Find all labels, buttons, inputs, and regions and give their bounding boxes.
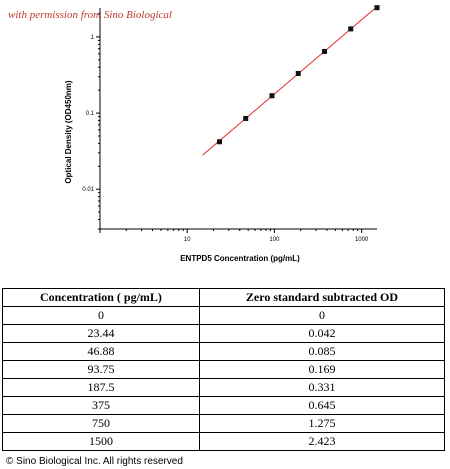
fit-line-group bbox=[202, 6, 378, 156]
concentration-cell: 750 bbox=[2, 414, 200, 433]
concentration-cell: 23.44 bbox=[2, 324, 200, 343]
od-cell: 0.331 bbox=[198, 378, 446, 397]
chart-ticks: 0.01 0.1 1 10 100 1000 bbox=[82, 13, 369, 243]
table-row: 750 1.275 bbox=[2, 414, 446, 433]
data-point bbox=[216, 139, 222, 145]
table-row: 23.44 0.042 bbox=[2, 324, 446, 343]
data-point bbox=[348, 26, 354, 32]
table-body: 0 0 23.44 0.042 46.88 0.085 93.75 0.169 187.5 0.3… bbox=[2, 306, 446, 451]
column-header-od: Zero standard subtracted OD bbox=[198, 288, 446, 307]
permission-watermark: with permission from Sino Biological bbox=[8, 9, 172, 21]
concentration-cell: 0 bbox=[2, 306, 200, 325]
y-tick-label: 0.01 bbox=[82, 187, 94, 193]
standard-curve-table: Concentration ( pg/mL) Zero standard sub… bbox=[2, 288, 446, 451]
concentration-cell: 375 bbox=[2, 396, 200, 415]
y-tick-label: 0.1 bbox=[86, 111, 95, 117]
chart-axes bbox=[99, 8, 377, 230]
od-cell: 0.169 bbox=[198, 360, 446, 379]
table-row: 46.88 0.085 bbox=[2, 342, 446, 361]
y-tick-label: 1 bbox=[91, 35, 95, 41]
concentration-cell: 93.75 bbox=[2, 360, 200, 379]
x-axis-title: ENTPD5 Concentration (pg/mL) bbox=[180, 254, 300, 263]
od-cell: 0.042 bbox=[198, 324, 446, 343]
chart: 0.01 0.1 1 10 100 1000 Optical Density (OD450… bbox=[64, 5, 380, 263]
od-cell: 2.423 bbox=[198, 432, 446, 451]
od-cell: 1.275 bbox=[198, 414, 446, 433]
od-cell: 0.645 bbox=[198, 396, 446, 415]
data-point bbox=[243, 115, 249, 121]
data-points bbox=[216, 5, 380, 145]
od-cell: 0 bbox=[198, 306, 446, 325]
x-tick-label: 10 bbox=[184, 237, 191, 243]
concentration-cell: 187.5 bbox=[2, 378, 200, 397]
table-row: 93.75 0.169 bbox=[2, 360, 446, 379]
column-header-concentration: Concentration ( pg/mL) bbox=[2, 288, 200, 307]
data-point bbox=[321, 48, 327, 54]
data-point bbox=[295, 70, 301, 76]
x-tick-label: 100 bbox=[269, 237, 280, 243]
data-point bbox=[374, 5, 380, 11]
table-row: 1500 2.423 bbox=[2, 432, 446, 451]
concentration-cell: 1500 bbox=[2, 432, 200, 451]
data-point bbox=[269, 93, 275, 99]
table-header-row: Concentration ( pg/mL) Zero standard sub… bbox=[2, 288, 446, 307]
od-cell: 0.085 bbox=[198, 342, 446, 361]
table-row: 375 0.645 bbox=[2, 396, 446, 415]
x-tick-label: 1000 bbox=[355, 237, 369, 243]
copyright-notice: © Sino Biological Inc. All rights reserv… bbox=[6, 456, 183, 467]
y-axis-title: Optical Density (OD450nm) bbox=[64, 80, 73, 183]
table-row: 187.5 0.331 bbox=[2, 378, 446, 397]
concentration-cell: 46.88 bbox=[2, 342, 200, 361]
fit-line bbox=[202, 6, 378, 156]
